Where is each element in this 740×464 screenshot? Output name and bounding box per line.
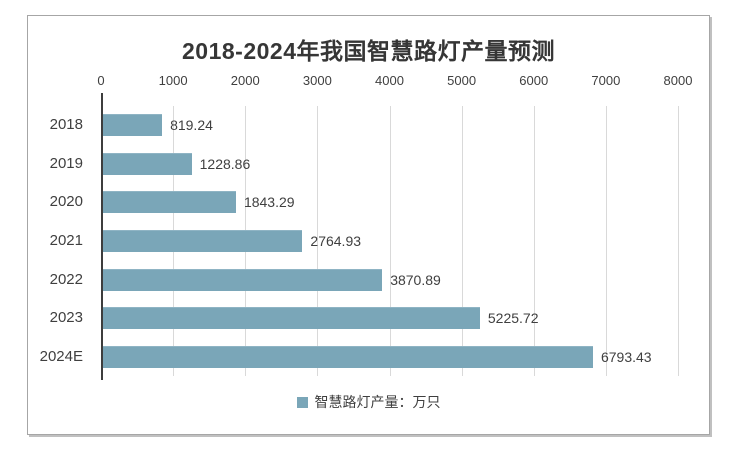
category-label: 2023 — [49, 309, 83, 327]
x-axis-tick-label: 4000 — [375, 73, 404, 88]
category-label: 2019 — [49, 154, 83, 172]
x-axis-tick-label: 5000 — [447, 73, 477, 88]
value-label: 6793.43 — [600, 348, 652, 365]
chart-frame: 2018-2024年我国智慧路灯产量预测 0 1000 2000 3000 4000 50… — [27, 15, 710, 435]
value-label: 1843.29 — [243, 194, 295, 211]
value-label: 1228.86 — [199, 155, 251, 172]
x-axis-tick-label: 0 — [97, 73, 105, 88]
chart-title: 2018-2024年我国智慧路灯产量预测 — [182, 38, 555, 64]
bar — [103, 191, 236, 214]
value-label: 2764.93 — [310, 233, 362, 249]
x-axis-tick-label: 6000 — [519, 73, 549, 88]
gridline — [317, 106, 319, 376]
gridline — [461, 106, 463, 376]
gridline — [605, 106, 607, 376]
x-axis: 0 1000 2000 3000 4000 5000 6000 7000 8000 — [97, 73, 692, 91]
y-axis-line — [101, 93, 103, 380]
legend-label: 智慧路灯产量：万只 — [314, 394, 441, 410]
gridline — [533, 106, 535, 376]
x-axis-tick-label: 8000 — [663, 73, 693, 88]
gridline — [389, 106, 391, 376]
bar — [103, 268, 383, 291]
category-label: 2024E — [39, 347, 83, 365]
x-axis-tick-label: 1000 — [158, 73, 188, 88]
plot-area: 2018 819.24 2019 1228.86 2020 1843.29 2021 2764… — [40, 93, 679, 380]
category-label: 2018 — [49, 116, 83, 134]
value-label: 3870.89 — [390, 271, 441, 288]
bar — [103, 307, 480, 330]
gridline — [678, 106, 679, 376]
category-label: 2022 — [49, 270, 83, 288]
category-label: 2020 — [49, 193, 83, 211]
x-axis-tick-label: 2000 — [230, 73, 260, 88]
x-axis-tick-label: 7000 — [591, 73, 621, 88]
bar — [103, 152, 192, 175]
legend: 智慧路灯产量：万只 — [28, 392, 709, 412]
bar — [103, 230, 303, 252]
bar — [103, 345, 593, 368]
value-label: 5225.72 — [487, 310, 539, 327]
value-label: 819.24 — [170, 117, 213, 134]
category-label: 2021 — [49, 232, 83, 249]
legend-marker-icon — [296, 396, 308, 408]
x-axis-tick-label: 3000 — [302, 73, 332, 88]
bar — [103, 114, 163, 137]
